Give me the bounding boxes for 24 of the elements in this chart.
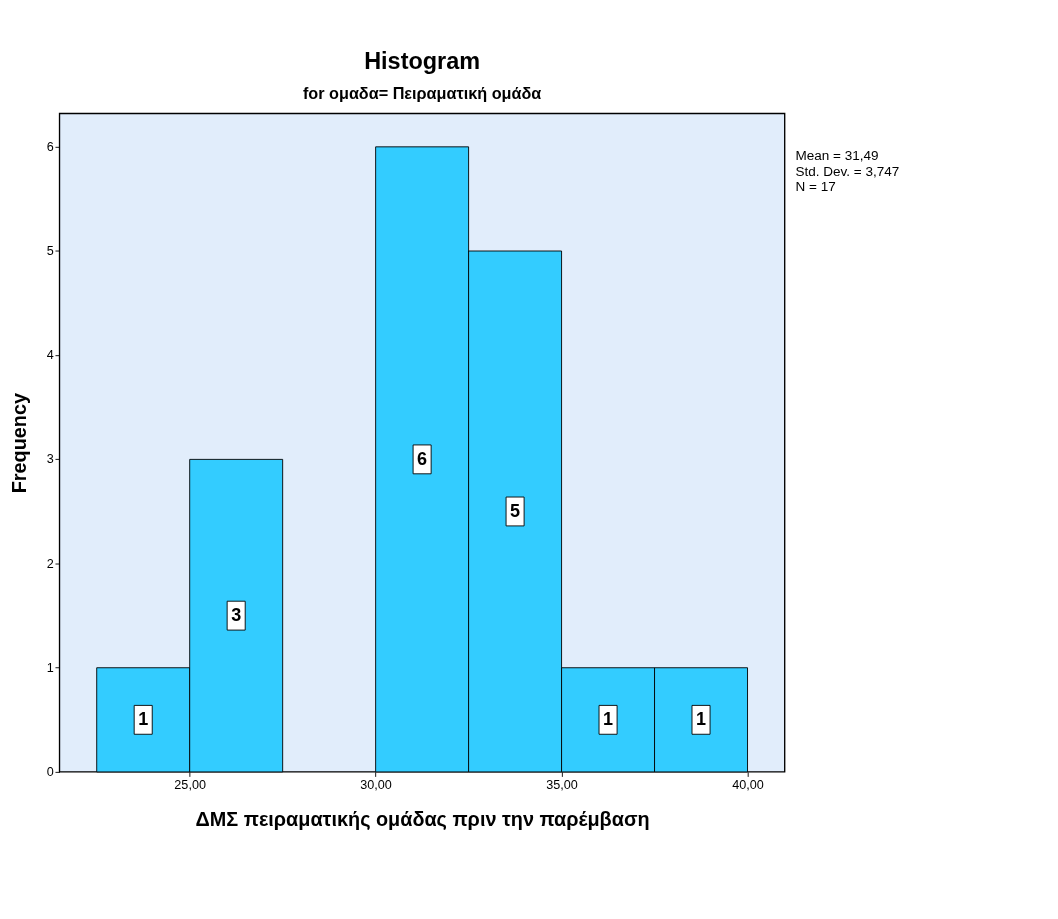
data-label: 3	[231, 605, 242, 626]
chart-subtitle: for ομαδα= Πειραματική ομάδα	[302, 84, 542, 103]
y-axis-title: Frequency	[7, 393, 30, 494]
data-label: 1	[138, 709, 149, 730]
y-tick-label: 1	[46, 660, 54, 675]
y-tick-label: 2	[46, 556, 54, 571]
text: Mean = 31,49	[795, 148, 879, 164]
text: N = 17	[795, 179, 836, 195]
y-tick-label: 5	[46, 244, 54, 259]
data-label: 6	[417, 448, 428, 469]
x-tick-label: 30,00	[360, 777, 392, 792]
text: Std. Dev. = 3,747	[795, 163, 900, 179]
x-axis-title: ΔΜΣ πειραματικής ομάδας πριν την παρέμβαση	[195, 808, 650, 831]
y-tick-label: 6	[46, 139, 54, 154]
x-tick-label: 40,00	[732, 777, 764, 792]
y-tick-label: 4	[46, 348, 54, 363]
data-label: 1	[603, 709, 614, 730]
data-label: 1	[696, 709, 707, 730]
chart-title: Histogram	[364, 48, 481, 75]
x-tick-label: 25,00	[174, 777, 206, 792]
x-tick-label: 35,00	[546, 777, 578, 792]
y-tick-label: 0	[46, 764, 54, 779]
data-label: 5	[510, 500, 521, 521]
y-tick-label: 3	[46, 452, 54, 467]
